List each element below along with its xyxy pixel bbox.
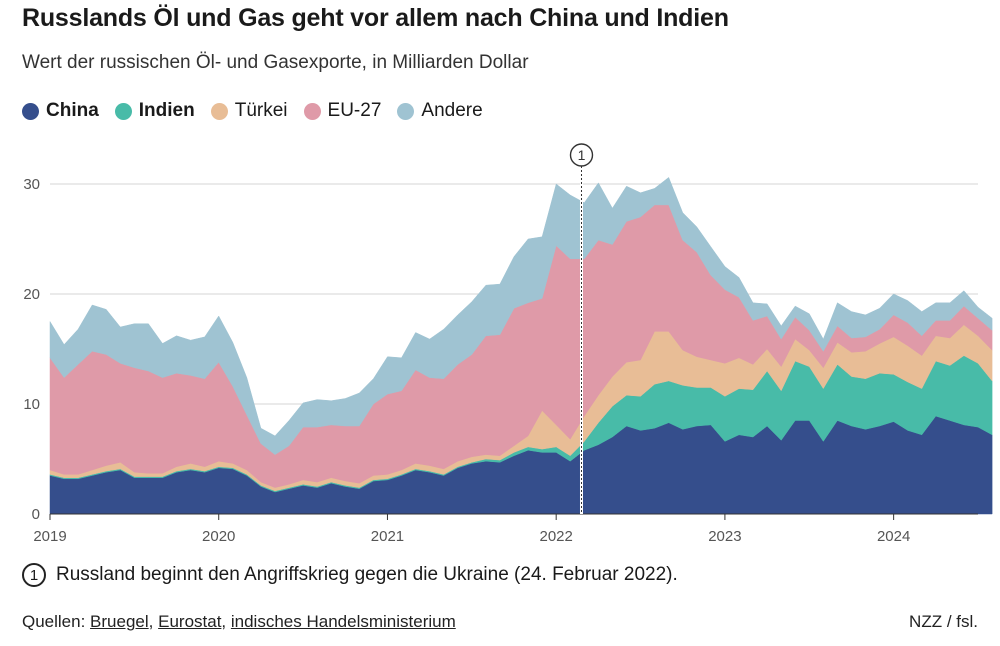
sources-sep: , [148, 612, 159, 631]
annotation-circle [569, 143, 594, 167]
y-tick-label: 20 [23, 286, 40, 303]
annotation-number-badge: 1 [22, 563, 46, 587]
x-tick-label: 2024 [877, 528, 910, 545]
legend-dot-china [22, 102, 39, 120]
legend: China Indien Türkei EU-27 Andere [22, 100, 499, 122]
legend-item-tuerkei: Türkei [210, 100, 288, 122]
legend-dot-eu27 [303, 102, 321, 120]
legend-item-eu27: EU-27 [303, 100, 382, 122]
credit: NZZ / fsl. [909, 612, 978, 631]
legend-item-andere: Andere [397, 100, 483, 122]
source-link-bruegel[interactable]: Bruegel [90, 612, 149, 631]
legend-label-andere: Andere [421, 100, 483, 121]
x-tick-label: 2021 [371, 528, 404, 545]
source-link-eurostat[interactable]: Eurostat [158, 612, 222, 631]
area-series-andere [49, 176, 993, 455]
legend-item-indien: Indien [114, 100, 195, 122]
y-tick-label: 10 [23, 396, 40, 413]
chart-subtitle: Wert der russischen Öl- und Gasexporte, … [22, 52, 529, 73]
annotation-note: 1 Russland beginnt den Angriffskrieg geg… [22, 563, 678, 587]
stacked-area-chart: 0 10 20 30 2019 2020 2021 2022 2023 2024 1 [23, 143, 993, 545]
x-tick-label: 2023 [708, 528, 741, 545]
legend-label-china: China [46, 100, 99, 121]
chart-title: Russlands Öl und Gas geht vor allem nach… [22, 4, 729, 32]
y-tick-label: 0 [32, 506, 40, 523]
x-tick-label: 2019 [33, 528, 66, 545]
x-tick-label: 2020 [202, 528, 235, 545]
y-tick-label: 30 [23, 176, 40, 193]
sources-prefix: Quellen: [22, 612, 91, 631]
legend-label-eu27: EU-27 [327, 100, 382, 121]
legend-label-tuerkei: Türkei [234, 100, 288, 121]
legend-label-indien: Indien [138, 100, 195, 121]
sources-sep: , [221, 612, 231, 631]
annotation-number: 1 [578, 147, 586, 163]
legend-item-china: China [22, 100, 99, 122]
legend-dot-indien [114, 102, 132, 120]
source-link-handelsministerium[interactable]: indisches Handelsministerium [230, 612, 456, 631]
annotation-text: Russland beginnt den Angriffskrieg gegen… [56, 564, 678, 585]
legend-dot-andere [397, 102, 415, 120]
sources-line: Quellen: Bruegel, Eurostat, indisches Ha… [22, 612, 456, 632]
x-tick-label: 2022 [539, 528, 572, 545]
legend-dot-tuerkei [210, 102, 228, 120]
